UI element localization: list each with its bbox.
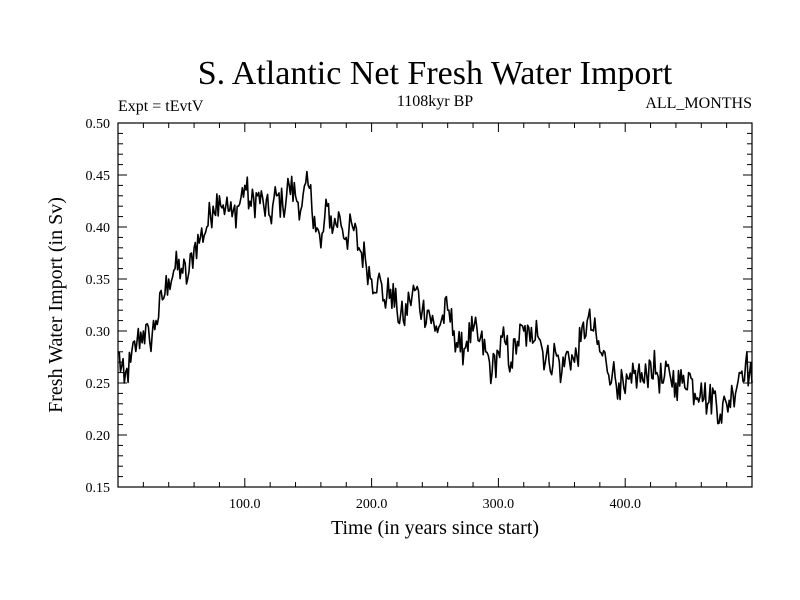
experiment-label: Expt = tEvtV	[118, 98, 204, 115]
x-tick-label: 300.0	[483, 497, 515, 512]
x-axis-tick-labels: 100.0 200.0 300.0 400.0	[229, 497, 641, 512]
x-tick-label: 100.0	[229, 497, 261, 512]
x-axis-ticks	[142, 123, 728, 487]
y-axis-label: Fresh Water Import (in Sv)	[45, 197, 67, 413]
y-tick-label: 0.35	[86, 273, 111, 288]
x-tick-label: 200.0	[356, 497, 388, 512]
y-tick-label: 0.20	[86, 429, 111, 444]
y-tick-label: 0.15	[86, 481, 111, 496]
y-tick-label: 0.45	[86, 169, 111, 184]
y-axis-tick-labels: 0.15 0.20 0.25 0.30 0.35 0.40 0.45 0.50	[86, 117, 111, 496]
months-label: ALL_MONTHS	[645, 95, 752, 112]
y-axis-ticks	[118, 132, 752, 478]
plot-area: 100.0 200.0 300.0 400.0 0.15 0.20 0.25 0.30 0.3…	[86, 117, 753, 512]
series-line	[117, 170, 753, 425]
series-layer	[117, 170, 753, 425]
chart-title: S. Atlantic Net Fresh Water Import	[198, 55, 673, 92]
y-tick-label: 0.25	[86, 377, 111, 392]
y-tick-label: 0.30	[86, 325, 111, 340]
plot-frame	[117, 122, 753, 488]
x-tick-label: 400.0	[609, 497, 641, 512]
y-tick-label: 0.40	[86, 221, 111, 236]
y-tick-label: 0.50	[86, 117, 111, 132]
x-axis-label: Time (in years since start)	[331, 517, 539, 539]
period-label: 1108kyr BP	[397, 93, 473, 110]
